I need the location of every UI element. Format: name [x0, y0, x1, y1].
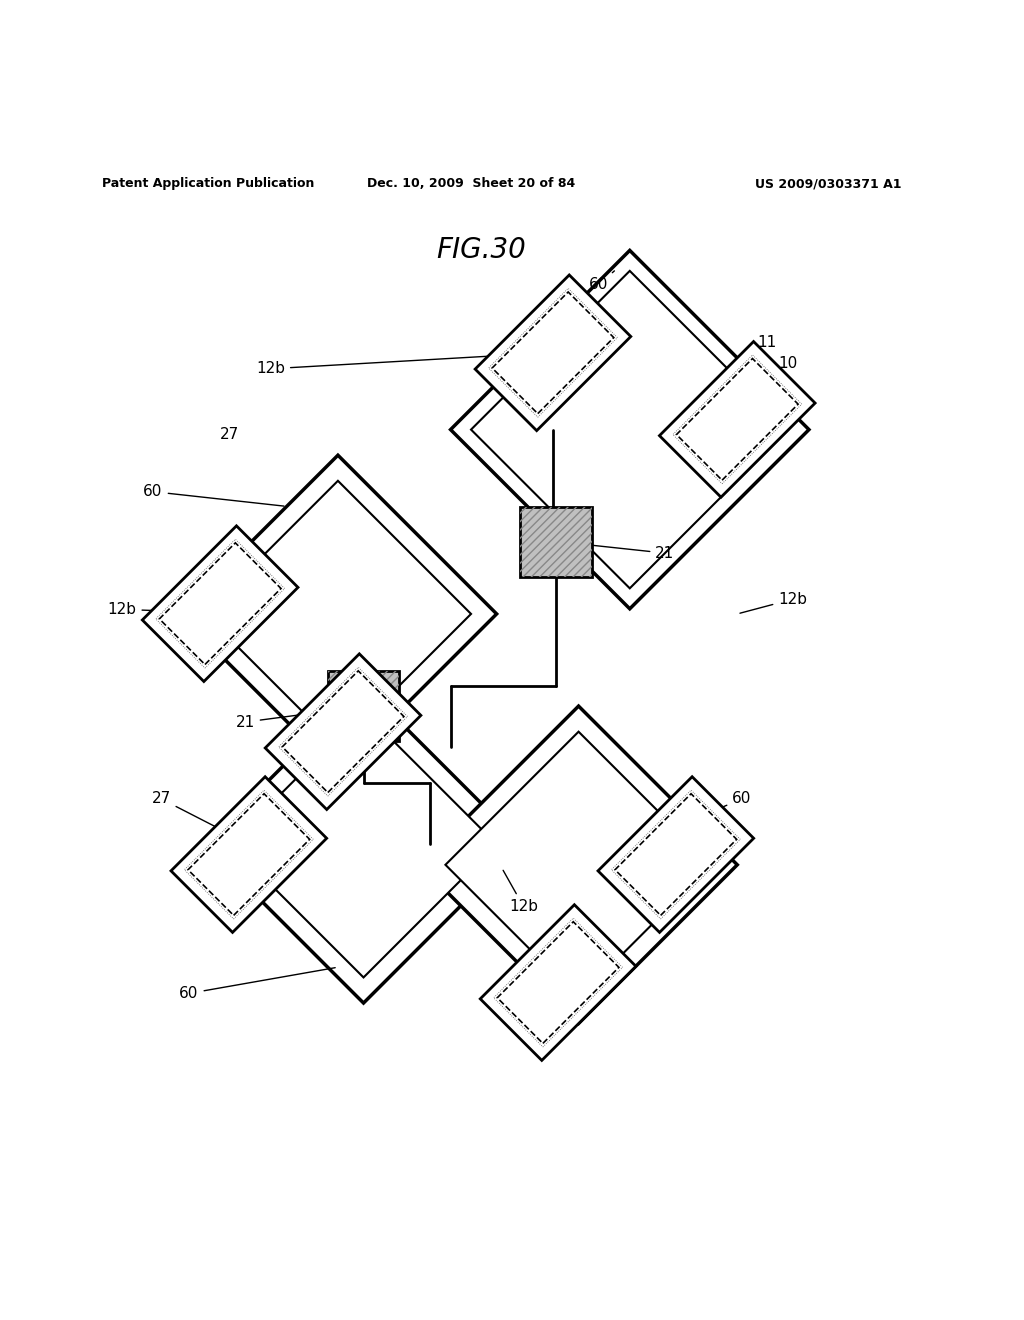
Text: 21: 21	[577, 544, 675, 561]
Polygon shape	[283, 671, 403, 792]
Text: 11: 11	[758, 335, 777, 350]
Bar	[328, 672, 399, 741]
Text: 10: 10	[778, 355, 798, 371]
Polygon shape	[420, 706, 737, 1023]
Text: 60: 60	[589, 271, 614, 292]
Polygon shape	[659, 342, 815, 498]
Text: 60: 60	[143, 484, 284, 506]
Text: 12b: 12b	[108, 602, 220, 616]
Polygon shape	[188, 793, 309, 915]
Polygon shape	[475, 275, 631, 430]
Polygon shape	[230, 711, 497, 977]
Text: US 2009/0303371 A1: US 2009/0303371 A1	[755, 177, 901, 190]
Text: 60: 60	[637, 792, 752, 843]
Text: Dec. 10, 2009  Sheet 20 of 84: Dec. 10, 2009 Sheet 20 of 84	[367, 177, 575, 190]
Polygon shape	[498, 921, 618, 1043]
Polygon shape	[451, 251, 809, 609]
Text: FIG.30: FIG.30	[436, 236, 526, 264]
Polygon shape	[205, 480, 471, 747]
Polygon shape	[142, 525, 298, 681]
Polygon shape	[598, 776, 754, 932]
Polygon shape	[480, 904, 636, 1060]
Text: 27: 27	[152, 792, 248, 843]
Polygon shape	[445, 731, 712, 998]
Polygon shape	[471, 271, 788, 589]
Text: 12b: 12b	[503, 870, 538, 913]
Bar	[520, 507, 592, 577]
Text: 27: 27	[220, 428, 240, 442]
Text: 12b: 12b	[256, 352, 545, 376]
Text: 60: 60	[179, 968, 335, 1001]
Polygon shape	[493, 292, 613, 413]
Polygon shape	[677, 359, 798, 480]
Polygon shape	[615, 793, 736, 915]
Bar	[520, 507, 592, 577]
Polygon shape	[205, 685, 522, 1003]
Polygon shape	[171, 776, 327, 932]
Bar	[328, 672, 399, 741]
Polygon shape	[160, 543, 281, 664]
Polygon shape	[265, 653, 421, 809]
Polygon shape	[179, 455, 497, 772]
Text: Patent Application Publication: Patent Application Publication	[102, 177, 314, 190]
Text: 12b: 12b	[740, 591, 807, 614]
Text: 21: 21	[236, 705, 379, 730]
